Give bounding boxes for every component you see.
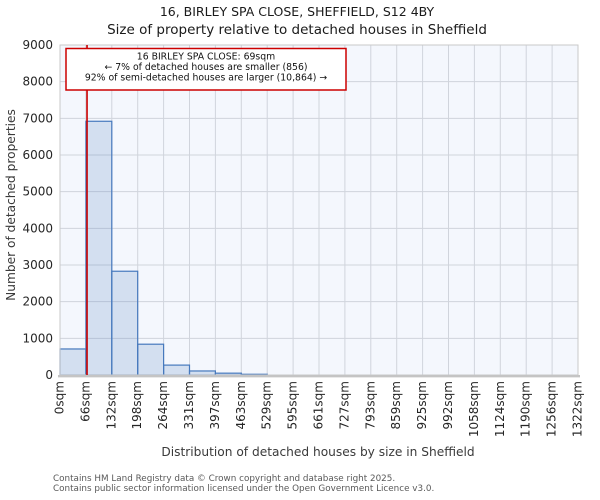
x-tick-label: 1124sqm [493, 381, 507, 437]
annotation-callout: 16 BIRLEY SPA CLOSE: 69sqm ← 7% of detac… [65, 47, 347, 91]
y-tick-label: 1000 [22, 331, 53, 345]
histogram-bar [111, 270, 139, 376]
x-tick-label: 859sqm [389, 381, 403, 429]
x-tick-label: 793sqm [363, 381, 377, 429]
x-tick-label: 66sqm [78, 381, 92, 422]
x-tick-label: 1322sqm [571, 381, 585, 437]
x-tick-label: 992sqm [441, 381, 455, 429]
x-tick-label: 1190sqm [519, 381, 533, 437]
x-tick-label: 529sqm [260, 381, 274, 429]
histogram-bar [188, 370, 216, 376]
y-tick-label: 2000 [22, 295, 53, 309]
chart-title: 16, BIRLEY SPA CLOSE, SHEFFIELD, S12 4BY [160, 4, 435, 19]
y-tick-label: 4000 [22, 221, 53, 235]
x-axis-label: Distribution of detached houses by size … [161, 445, 474, 459]
y-tick-label: 7000 [22, 111, 53, 125]
x-tick-label: 463sqm [234, 381, 248, 429]
x-tick-label: 397sqm [208, 381, 222, 429]
histogram-bar [85, 120, 113, 376]
annotation-line1: 16 BIRLEY SPA CLOSE: 69sqm [137, 52, 275, 63]
x-tick-label: 0sqm [53, 381, 67, 414]
x-tick-label: 661sqm [312, 381, 326, 429]
footer-line1: Contains HM Land Registry data © Crown c… [53, 474, 395, 484]
histogram-bar [137, 343, 165, 376]
chart-subtitle: Size of property relative to detached ho… [107, 22, 487, 38]
y-tick-label: 8000 [22, 75, 53, 89]
x-tick-label: 198sqm [130, 381, 144, 429]
annotation-box [65, 47, 347, 91]
plot-area: 0sqm 66sqm 132sqm 198sqm 264sqm 331sqm 397sqm 4… [22, 38, 584, 437]
histogram-bar [163, 364, 191, 376]
x-tick-label: 132sqm [104, 381, 118, 429]
x-tick-label: 1058sqm [467, 381, 481, 437]
x-tick-label: 595sqm [286, 381, 300, 429]
annotation-line2: ← 7% of detached houses are smaller (856… [105, 62, 308, 73]
x-tick-label: 331sqm [182, 381, 196, 429]
x-tick-label: 1256sqm [545, 381, 559, 437]
y-tick-label: 3000 [22, 258, 53, 272]
histogram-bar [59, 348, 87, 376]
footer-line2: Contains public sector information licen… [53, 484, 434, 494]
y-tick-label: 9000 [22, 38, 53, 52]
y-axis-label: Number of detached properties [4, 109, 18, 301]
x-tick-label: 727sqm [337, 381, 351, 429]
y-tick-label: 0 [45, 368, 53, 382]
annotation-line3: 92% of semi-detached houses are larger (… [85, 73, 328, 84]
y-tick-label: 5000 [22, 185, 53, 199]
y-tick-label: 6000 [22, 148, 53, 162]
x-tick-label: 264sqm [156, 381, 170, 429]
x-tick-label: 925sqm [415, 381, 429, 429]
